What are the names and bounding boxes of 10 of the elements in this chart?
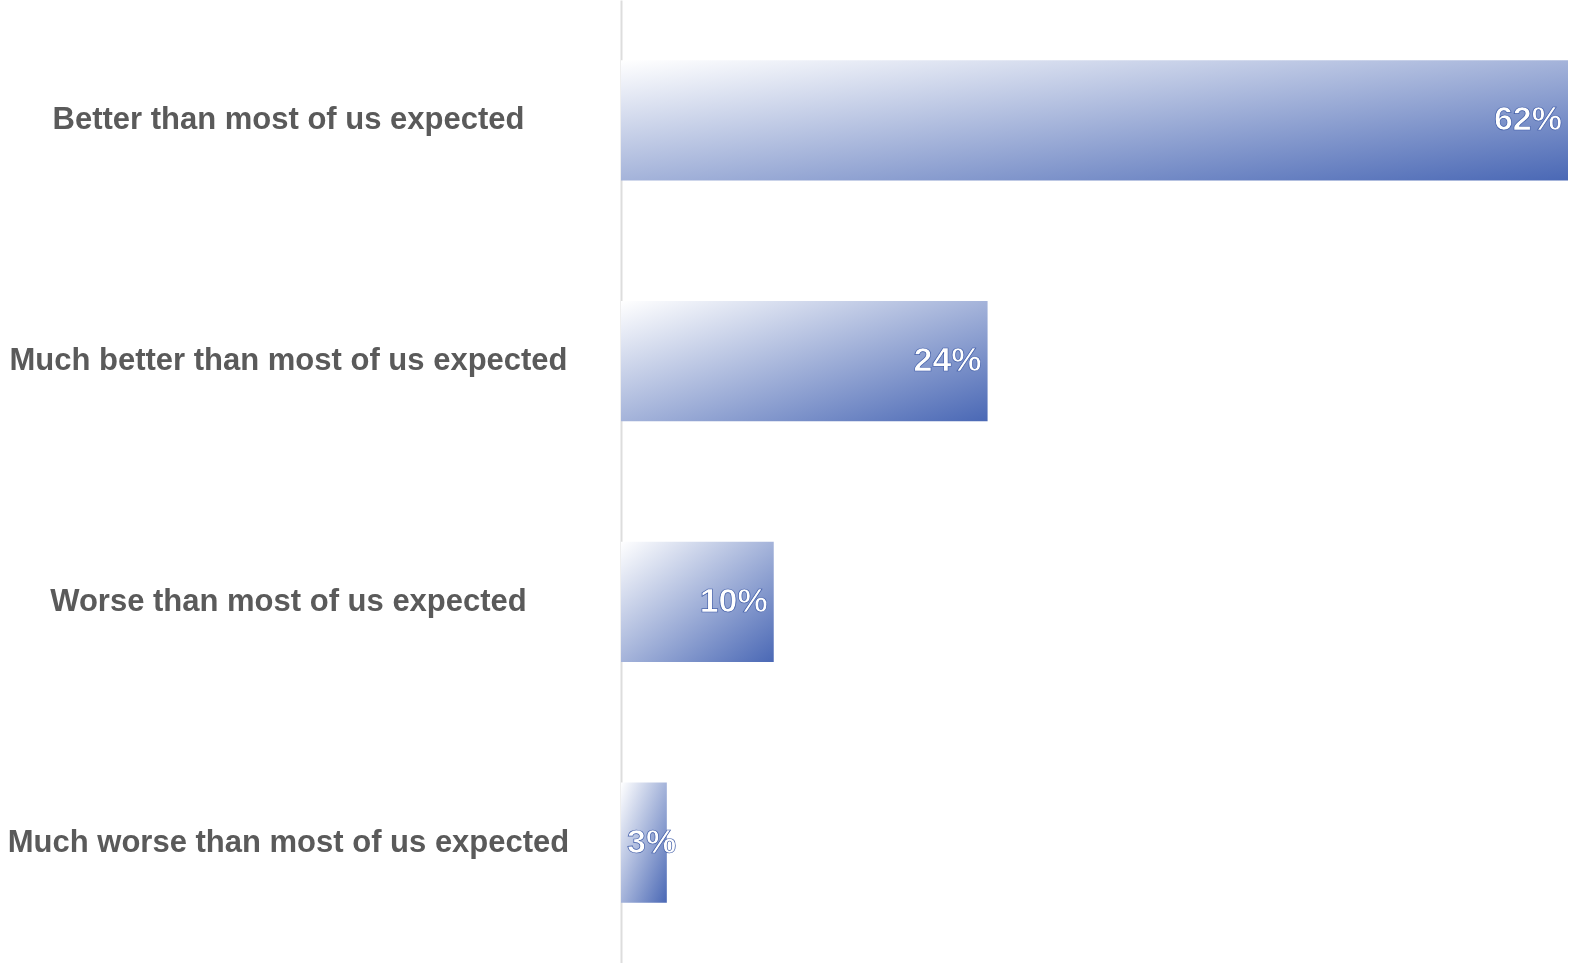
y-tick-label: Worse than most of us expected bbox=[50, 582, 527, 618]
y-tick-label: Better than most of us expected bbox=[52, 101, 525, 137]
bar bbox=[621, 60, 1568, 181]
data-label: 10% bbox=[699, 580, 768, 619]
bar bbox=[621, 541, 774, 663]
y-tick-label: Much worse than most of us expected bbox=[7, 823, 570, 859]
data-label: 62% bbox=[1493, 99, 1562, 138]
bar bbox=[621, 300, 988, 422]
y-tick-label: Much better than most of us expected bbox=[9, 342, 568, 378]
data-label: 24% bbox=[913, 340, 982, 379]
